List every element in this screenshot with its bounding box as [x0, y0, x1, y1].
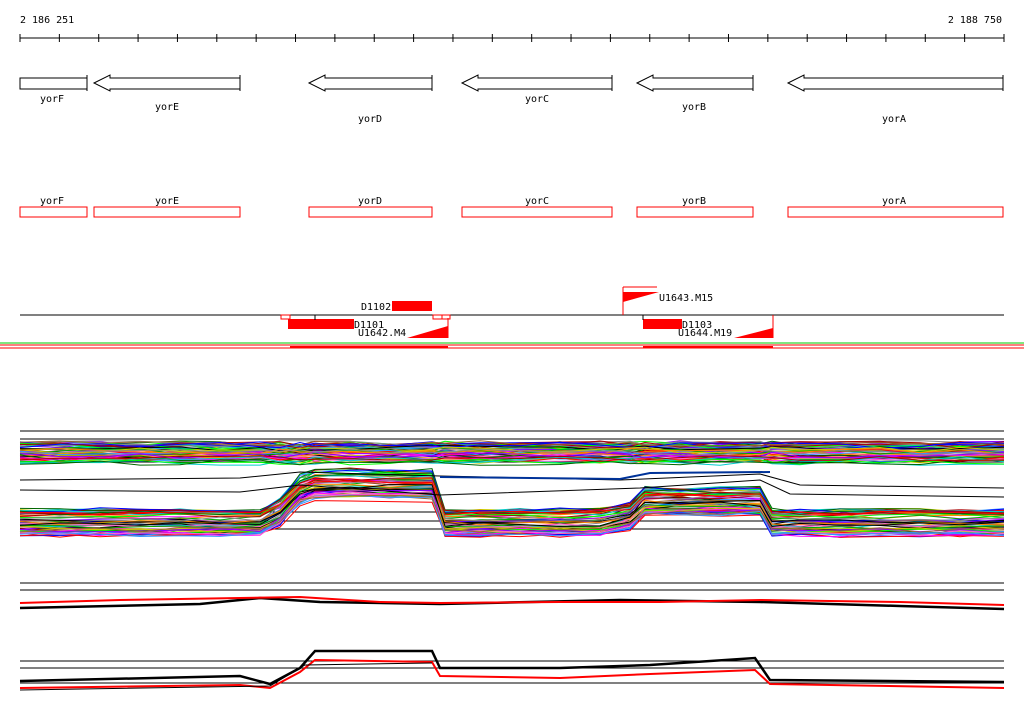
gene-box-label-yord: yorD [358, 196, 382, 207]
expression-profile-line [19, 486, 1005, 524]
feature-tab [432, 314, 443, 320]
feature-label-d1103: D1103 [682, 320, 712, 331]
feature-d1102-block[interactable] [392, 301, 432, 311]
expression-profile-line [19, 494, 1005, 538]
summary-track-2 [19, 649, 1005, 691]
gene-arrow-label-yorc: yorC [525, 94, 549, 105]
summary-line-black [19, 649, 1005, 686]
gene-box-yorb[interactable] [636, 206, 754, 218]
expression-profile-line [19, 472, 1005, 516]
coverage-bars [0, 342, 1024, 349]
gene-arrow-yorb[interactable] [635, 74, 754, 92]
gene-box-label-yora: yorA [882, 196, 906, 207]
summary-line-red [19, 595, 1005, 606]
gene-arrow-yorc[interactable] [460, 74, 613, 92]
expression-profile-line [19, 479, 1005, 526]
feature-label-u1642: U1642.M4 [358, 328, 406, 339]
expression-profile-line [19, 493, 1005, 536]
gene-box-label-yore: yorE [155, 196, 179, 207]
expression-profile-line [19, 443, 1005, 450]
gene-box-yora[interactable] [787, 206, 1004, 218]
coordinate-start-label: 2 186 251 [20, 15, 74, 26]
feature-label-u1644: U1644.M19 [678, 328, 732, 339]
coordinate-ruler [19, 34, 1005, 42]
expression-profile-line [19, 494, 1005, 533]
feature-label-d1102: D1102 [361, 302, 391, 313]
expression-profile-line [19, 484, 1005, 528]
gene-arrow-label-yorf: yorF [40, 94, 64, 105]
expression-profile-line [439, 471, 771, 481]
expression-profile-line [19, 446, 1005, 454]
gene-box-yord[interactable] [308, 206, 433, 218]
expression-profile-line [19, 440, 1005, 447]
gene-arrow-labels: yorF yorE yorD yorC yorB yorA [40, 94, 906, 125]
gene-box-label-yorf: yorF [40, 196, 64, 207]
expression-profile-track [19, 430, 1005, 538]
expression-profile-line [19, 483, 1005, 528]
expression-profile-line [19, 471, 1005, 489]
gene-box-yore[interactable] [93, 206, 241, 218]
gene-arrow-yord[interactable] [307, 74, 433, 92]
expression-profile-line [19, 480, 1005, 522]
expression-profile-line [19, 455, 1005, 462]
gene-arrow-label-yord: yorD [358, 114, 382, 125]
gene-arrow-label-yore: yorE [155, 102, 179, 113]
gene-arrow-yorf[interactable] [19, 77, 88, 90]
gene-box-yorf[interactable] [19, 206, 88, 218]
feature-u1643-wedge[interactable] [623, 292, 659, 302]
gene-box-yorc[interactable] [461, 206, 613, 218]
feature-u1642-wedge[interactable] [407, 326, 448, 338]
feature-tab [441, 314, 451, 320]
expression-profile-line [19, 480, 1005, 516]
feature-label-u1643: U1643.M15 [659, 293, 713, 304]
feature-d1103-block[interactable] [643, 319, 682, 329]
gene-arrow-yora[interactable] [786, 74, 1004, 92]
summary-line-red [19, 658, 1005, 690]
gene-box-label-yorc: yorC [525, 196, 549, 207]
feature-tab [280, 314, 291, 320]
expression-profile-line [19, 459, 1005, 466]
summary-track-1 [19, 582, 1005, 611]
gene-arrow-track [19, 74, 1004, 92]
feature-track: D1102 D1101 U1642.M4 U1643.M15 D1103 U16… [20, 286, 1004, 339]
expression-profile-line [19, 492, 1005, 538]
expression-profile-line [19, 469, 1005, 513]
feature-u1644-wedge[interactable] [734, 328, 773, 338]
gene-box-track: yorF yorE yorD yorC yorB yorA [19, 196, 1004, 218]
gene-arrow-yore[interactable] [92, 74, 241, 92]
expression-profile-line [19, 458, 1005, 466]
gene-arrow-label-yorb: yorB [682, 102, 706, 113]
expression-profile-line [19, 479, 1005, 498]
gene-box-label-yorb: yorB [682, 196, 706, 207]
expression-profile-line [19, 448, 1005, 456]
summary-line-black [19, 662, 433, 691]
gene-arrow-label-yora: yorA [882, 114, 906, 125]
feature-label-d1101: D1101 [354, 320, 384, 331]
feature-d1101-block[interactable] [288, 319, 354, 329]
expression-profile-line [19, 467, 1005, 514]
coordinate-end-label: 2 188 750 [948, 15, 1002, 26]
expression-profile-line [19, 441, 1005, 449]
